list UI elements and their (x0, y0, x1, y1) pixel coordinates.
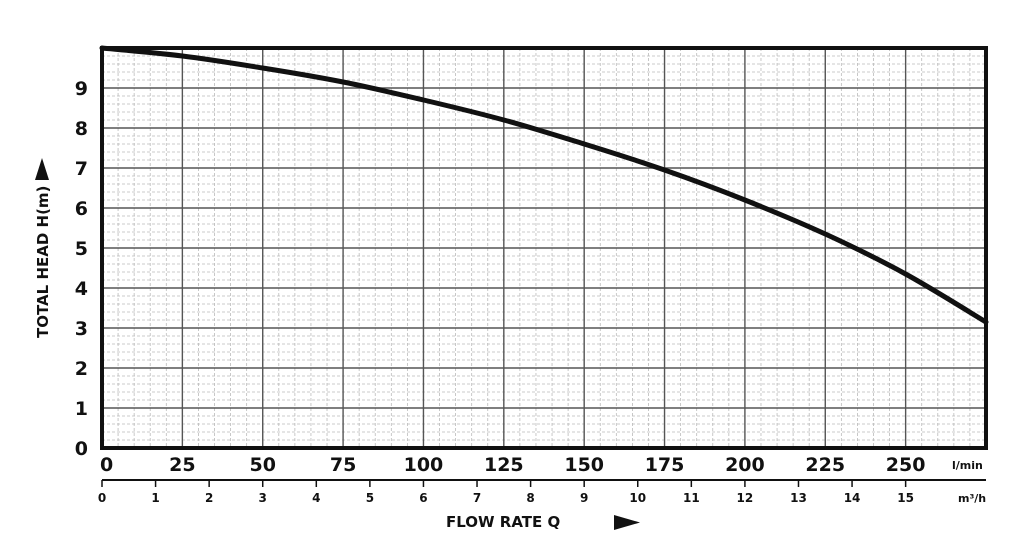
x-tick-label: 100 (404, 454, 444, 476)
secondary-tick-label: 14 (844, 491, 861, 505)
x-axis-arrow-icon (614, 515, 640, 530)
y-tick-label: 5 (75, 238, 88, 260)
x-tick-label: 175 (645, 454, 685, 476)
x-tick-label: 200 (725, 454, 765, 476)
x-tick-label: 50 (250, 454, 276, 476)
y-tick-label: 6 (75, 198, 88, 220)
x-tick-label: 0 (100, 454, 113, 476)
y-tick-labels: 0 1 2 3 4 5 6 7 8 9 (75, 78, 88, 460)
secondary-tick-label: 13 (790, 491, 807, 505)
secondary-tick-label: 7 (473, 491, 481, 505)
y-axis-label: TOTAL HEAD H(m) (34, 186, 52, 338)
y-tick-label: 4 (75, 278, 88, 300)
y-tick-label: 2 (75, 358, 88, 380)
y-tick-label: 7 (75, 158, 88, 180)
y-tick-label: 9 (75, 78, 88, 100)
y-tick-label: 0 (75, 438, 88, 460)
x-tick-label: 25 (169, 454, 195, 476)
y-axis-arrow-icon (35, 158, 49, 180)
secondary-tick-label: 9 (580, 491, 588, 505)
y-tick-label: 1 (75, 398, 88, 420)
y-tick-label: 3 (75, 318, 88, 340)
secondary-tick-label: 6 (419, 491, 427, 505)
x-axis-label: FLOW RATE Q (446, 513, 560, 531)
x-tick-label: 150 (564, 454, 604, 476)
plot-frame (100, 46, 988, 450)
x-unit-label-lmin: l/min (952, 459, 983, 472)
secondary-tick-label: 4 (312, 491, 320, 505)
secondary-tick-label: 10 (629, 491, 646, 505)
secondary-tick-label: 11 (683, 491, 700, 505)
secondary-tick-label: 12 (737, 491, 754, 505)
head-flow-curve (99, 45, 989, 325)
x-tick-label: 75 (330, 454, 356, 476)
secondary-tick-label: 3 (259, 491, 267, 505)
secondary-tick-label: 15 (897, 491, 914, 505)
x-tick-label: 250 (886, 454, 926, 476)
secondary-tick-label: 8 (526, 491, 534, 505)
secondary-tick-label: 0 (98, 491, 106, 505)
x-unit-label-m3h: m³/h (958, 492, 986, 505)
secondary-tick-label: 2 (205, 491, 213, 505)
x-tick-label: 125 (484, 454, 524, 476)
secondary-tick-label: 5 (366, 491, 374, 505)
x-tick-labels: 0 25 50 75 100 125 150 175 200 225 250 (100, 454, 925, 476)
secondary-tick-label: 1 (151, 491, 159, 505)
x-tick-label: 225 (805, 454, 845, 476)
secondary-x-axis: 0 1 2 3 4 5 6 7 8 9 10 11 12 13 14 15 (98, 479, 986, 505)
y-tick-label: 8 (75, 118, 88, 140)
